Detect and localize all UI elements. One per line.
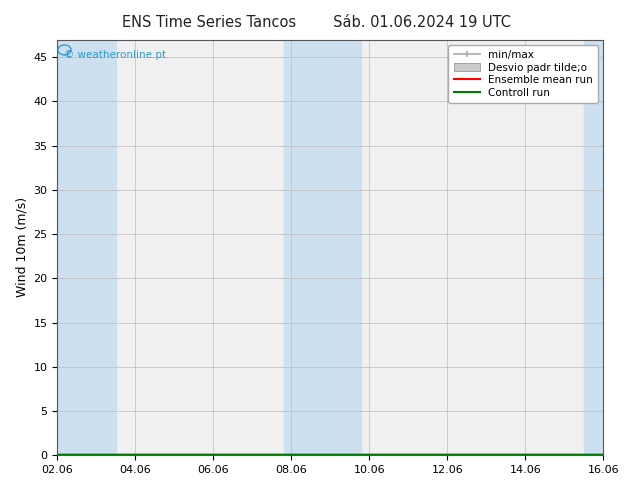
Text: © weatheronline.pt: © weatheronline.pt [65, 50, 167, 60]
Bar [283, 40, 361, 455]
Y-axis label: Wind 10m (m/s): Wind 10m (m/s) [15, 197, 28, 297]
Text: ENS Time Series Tancos        Sáb. 01.06.2024 19 UTC: ENS Time Series Tancos Sáb. 01.06.2024 1… [122, 15, 512, 30]
Legend: min/max, Desvio padr tilde;o, Ensemble mean run, Controll run: min/max, Desvio padr tilde;o, Ensemble m… [448, 45, 598, 103]
Bar [58, 40, 116, 455]
Bar [584, 40, 603, 455]
